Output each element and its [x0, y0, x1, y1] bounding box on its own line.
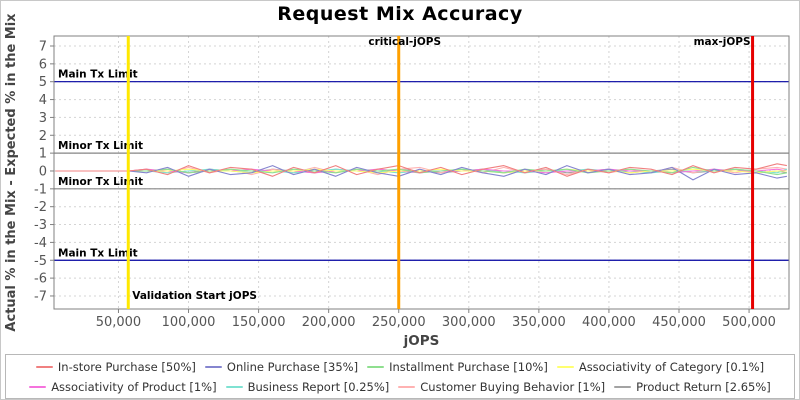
y-tick-label: 1 — [39, 147, 47, 162]
legend-item: In-store Purchase [50%] — [35, 359, 196, 374]
series-line — [55, 165, 787, 181]
legend-label: Business Report [0.25%] — [247, 379, 390, 394]
limit-line-label: Main Tx Limit — [58, 69, 138, 81]
y-tick-label: -3 — [34, 218, 47, 233]
x-tick-label: 50,000 — [96, 315, 142, 330]
plot-area: 7 6 5 4 3 2 1 0 -1 -2 -3 -4 -5 -6 -7 50,000 100,000 150,0… — [4, 13, 790, 349]
y-tick-label: 5 — [39, 75, 47, 90]
y-tick-label: -7 — [34, 289, 47, 304]
legend-swatch — [614, 385, 632, 388]
legend: In-store Purchase [50%] Online Purchase [… — [5, 354, 795, 399]
legend-label: In-store Purchase [50%] — [57, 359, 196, 374]
event-line-label: max-jOPS — [694, 36, 751, 48]
legend-label: Associativity of Category [0.1%] — [578, 359, 765, 374]
legend-row: Associativity of Product [1%] Business Re… — [6, 378, 794, 396]
legend-item: Online Purchase [35%] — [204, 359, 359, 374]
y-tick-label: -4 — [34, 236, 47, 251]
legend-swatch — [204, 365, 222, 368]
legend-label: Installment Purchase [10%] — [389, 359, 548, 374]
y-axis-label: Actual % in the Mix - Expected % in the … — [4, 13, 19, 332]
legend-row: In-store Purchase [50%] Online Purchase [… — [6, 358, 794, 376]
y-tick-label: -5 — [34, 254, 47, 269]
x-tick-label: 150,000 — [232, 315, 286, 330]
legend-item: Customer Buying Behavior [1%] — [398, 380, 605, 394]
legend-item: Associativity of Category [0.1%] — [556, 359, 765, 374]
event-line-label: Validation Start jOPS — [132, 290, 257, 302]
limit-line-label: Minor Tx Limit — [58, 140, 143, 152]
x-tick-label: 200,000 — [302, 315, 356, 330]
legend-label: Online Purchase [35%] — [226, 359, 359, 374]
legend-label: Product Return [2.65%] — [636, 379, 771, 394]
legend-swatch — [225, 385, 243, 388]
legend-swatch — [29, 385, 47, 388]
plot-border — [53, 35, 790, 310]
limit-line-label: Main Tx Limit — [58, 247, 138, 259]
x-tick-label: 400,000 — [582, 315, 636, 330]
y-tick-label: -1 — [34, 182, 47, 197]
x-tick-label: 300,000 — [442, 315, 496, 330]
legend-item: Associativity of Product [1%] — [29, 379, 217, 394]
y-tick-label: 2 — [39, 129, 47, 144]
y-tick-label: 6 — [39, 57, 47, 72]
x-tick-label: 500,000 — [722, 315, 776, 330]
y-tick-label: -6 — [34, 272, 47, 287]
legend-label: Customer Buying Behavior [1%] — [420, 379, 606, 394]
series-line — [55, 163, 787, 177]
legend-item: Product Return [2.65%] — [614, 380, 771, 394]
y-tick-label: -2 — [34, 200, 47, 215]
y-tick-label: 3 — [39, 111, 47, 126]
legend-item: Installment Purchase [10%] — [367, 360, 548, 374]
y-tick-label: 0 — [39, 164, 47, 179]
chart-title: Request Mix Accuracy — [277, 3, 523, 25]
event-line-label: critical-jOPS — [368, 36, 441, 48]
legend-item: Business Report [0.25%] — [225, 379, 390, 394]
y-tick-label: 4 — [39, 93, 47, 108]
legend-swatch — [35, 365, 53, 368]
x-tick-label: 250,000 — [372, 315, 426, 330]
legend-swatch — [398, 385, 416, 388]
x-tick-label: 450,000 — [652, 315, 706, 330]
x-tick-label: 100,000 — [162, 315, 216, 330]
legend-label: Associativity of Product [1%] — [51, 379, 217, 394]
limit-line-label: Minor Tx Limit — [58, 176, 143, 188]
legend-swatch — [556, 365, 574, 368]
x-tick-label: 350,000 — [512, 315, 566, 330]
x-axis-label: jOPS — [403, 333, 440, 349]
series-line — [55, 168, 787, 174]
y-tick-label: 7 — [39, 39, 47, 54]
legend-swatch — [367, 365, 385, 368]
